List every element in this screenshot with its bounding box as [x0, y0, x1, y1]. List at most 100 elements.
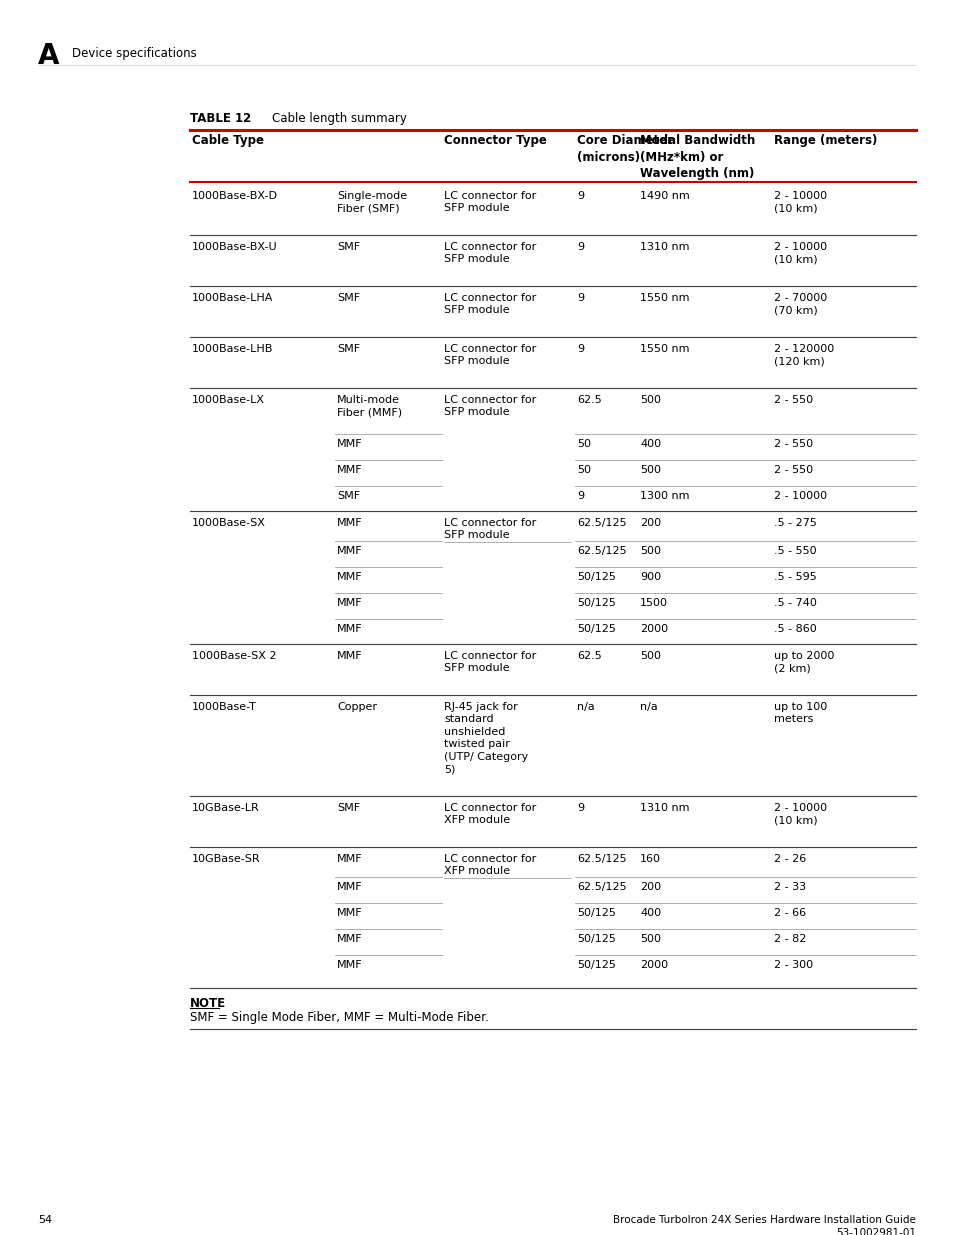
Text: MMF: MMF [336, 853, 362, 864]
Text: 62.5/125: 62.5/125 [577, 882, 626, 892]
Text: MMF: MMF [336, 517, 362, 529]
Text: SMF = Single Mode Fiber, MMF = Multi-Mode Fiber.: SMF = Single Mode Fiber, MMF = Multi-Mod… [190, 1011, 488, 1024]
Text: up to 100
meters: up to 100 meters [773, 701, 826, 725]
Text: 400: 400 [639, 438, 660, 450]
Text: 2000: 2000 [639, 960, 667, 969]
Text: 160: 160 [639, 853, 660, 864]
Text: 10GBase-SR: 10GBase-SR [192, 853, 260, 864]
Text: 2 - 33: 2 - 33 [773, 882, 805, 892]
Text: Single-mode
Fiber (SMF): Single-mode Fiber (SMF) [336, 191, 407, 214]
Text: 50/125: 50/125 [577, 598, 616, 608]
Text: 9: 9 [577, 803, 583, 813]
Text: 500: 500 [639, 546, 660, 556]
Text: LC connector for
SFP module: LC connector for SFP module [443, 651, 536, 673]
Text: MMF: MMF [336, 546, 362, 556]
Text: .5 - 860: .5 - 860 [773, 624, 816, 634]
Text: 1550 nm: 1550 nm [639, 293, 689, 303]
Text: 62.5/125: 62.5/125 [577, 517, 626, 529]
Text: 1000Base-SX 2: 1000Base-SX 2 [192, 651, 276, 661]
Text: 1000Base-BX-D: 1000Base-BX-D [192, 191, 277, 201]
Text: RJ-45 jack for
standard
unshielded
twisted pair
(UTP/ Category
5): RJ-45 jack for standard unshielded twist… [443, 701, 528, 774]
Text: MMF: MMF [336, 572, 362, 582]
Text: LC connector for
SFP module: LC connector for SFP module [443, 293, 536, 315]
Text: A: A [38, 42, 59, 70]
Text: SMF: SMF [336, 803, 359, 813]
Text: 2 - 82: 2 - 82 [773, 934, 805, 944]
Text: 2 - 26: 2 - 26 [773, 853, 805, 864]
Text: 9: 9 [577, 293, 583, 303]
Text: 62.5: 62.5 [577, 651, 601, 661]
Text: 9: 9 [577, 191, 583, 201]
Text: MMF: MMF [336, 960, 362, 969]
Text: 62.5/125: 62.5/125 [577, 546, 626, 556]
Text: .5 - 595: .5 - 595 [773, 572, 816, 582]
Text: 2 - 10000
(10 km): 2 - 10000 (10 km) [773, 191, 826, 214]
Text: 1000Base-T: 1000Base-T [192, 701, 256, 713]
Text: 50/125: 50/125 [577, 960, 616, 969]
Text: n/a: n/a [639, 701, 657, 713]
Text: LC connector for
SFP module: LC connector for SFP module [443, 395, 536, 417]
Text: 1000Base-SX: 1000Base-SX [192, 517, 266, 529]
Text: Copper: Copper [336, 701, 376, 713]
Text: 54: 54 [38, 1215, 52, 1225]
Text: MMF: MMF [336, 908, 362, 918]
Text: SMF: SMF [336, 492, 359, 501]
Text: MMF: MMF [336, 598, 362, 608]
Text: LC connector for
XFP module: LC connector for XFP module [443, 853, 536, 877]
Text: 1000Base-BX-U: 1000Base-BX-U [192, 242, 277, 252]
Text: 500: 500 [639, 466, 660, 475]
Text: 62.5/125: 62.5/125 [577, 853, 626, 864]
Text: .5 - 740: .5 - 740 [773, 598, 816, 608]
Text: 10GBase-LR: 10GBase-LR [192, 803, 259, 813]
Text: MMF: MMF [336, 651, 362, 661]
Text: MMF: MMF [336, 882, 362, 892]
Text: MMF: MMF [336, 934, 362, 944]
Text: 900: 900 [639, 572, 660, 582]
Text: 50/125: 50/125 [577, 934, 616, 944]
Text: 9: 9 [577, 345, 583, 354]
Text: 500: 500 [639, 934, 660, 944]
Text: 62.5: 62.5 [577, 395, 601, 405]
Text: 50/125: 50/125 [577, 908, 616, 918]
Text: 200: 200 [639, 517, 660, 529]
Text: 1000Base-LX: 1000Base-LX [192, 395, 265, 405]
Text: Connector Type: Connector Type [443, 135, 546, 147]
Text: 1500: 1500 [639, 598, 667, 608]
Text: up to 2000
(2 km): up to 2000 (2 km) [773, 651, 834, 673]
Text: 2 - 66: 2 - 66 [773, 908, 805, 918]
Text: Range (meters): Range (meters) [773, 135, 877, 147]
Text: 2 - 10000
(10 km): 2 - 10000 (10 km) [773, 242, 826, 264]
Text: 50: 50 [577, 438, 590, 450]
Text: LC connector for
SFP module: LC connector for SFP module [443, 242, 536, 264]
Text: Cable Type: Cable Type [192, 135, 264, 147]
Text: LC connector for
SFP module: LC connector for SFP module [443, 191, 536, 214]
Text: 1310 nm: 1310 nm [639, 242, 689, 252]
Text: 50/125: 50/125 [577, 572, 616, 582]
Text: MMF: MMF [336, 466, 362, 475]
Text: MMF: MMF [336, 438, 362, 450]
Text: 2 - 300: 2 - 300 [773, 960, 812, 969]
Text: 2 - 120000
(120 km): 2 - 120000 (120 km) [773, 345, 833, 367]
Text: 2 - 70000
(70 km): 2 - 70000 (70 km) [773, 293, 826, 315]
Text: .5 - 550: .5 - 550 [773, 546, 816, 556]
Text: Multi-mode
Fiber (MMF): Multi-mode Fiber (MMF) [336, 395, 402, 417]
Text: SMF: SMF [336, 242, 359, 252]
Text: Cable length summary: Cable length summary [272, 112, 406, 125]
Text: Modal Bandwidth
(MHz*km) or
Wavelength (nm): Modal Bandwidth (MHz*km) or Wavelength (… [639, 135, 755, 180]
Text: LC connector for
SFP module: LC connector for SFP module [443, 517, 536, 541]
Text: LC connector for
SFP module: LC connector for SFP module [443, 345, 536, 367]
Text: 2 - 550: 2 - 550 [773, 466, 812, 475]
Text: 2 - 10000
(10 km): 2 - 10000 (10 km) [773, 803, 826, 825]
Text: 500: 500 [639, 395, 660, 405]
Text: SMF: SMF [336, 293, 359, 303]
Text: 50/125: 50/125 [577, 624, 616, 634]
Text: 2000: 2000 [639, 624, 667, 634]
Text: 1310 nm: 1310 nm [639, 803, 689, 813]
Text: 9: 9 [577, 242, 583, 252]
Text: TABLE 12: TABLE 12 [190, 112, 251, 125]
Text: MMF: MMF [336, 624, 362, 634]
Text: LC connector for
XFP module: LC connector for XFP module [443, 803, 536, 825]
Text: 2 - 550: 2 - 550 [773, 438, 812, 450]
Text: 2 - 550: 2 - 550 [773, 395, 812, 405]
Text: 1000Base-LHB: 1000Base-LHB [192, 345, 274, 354]
